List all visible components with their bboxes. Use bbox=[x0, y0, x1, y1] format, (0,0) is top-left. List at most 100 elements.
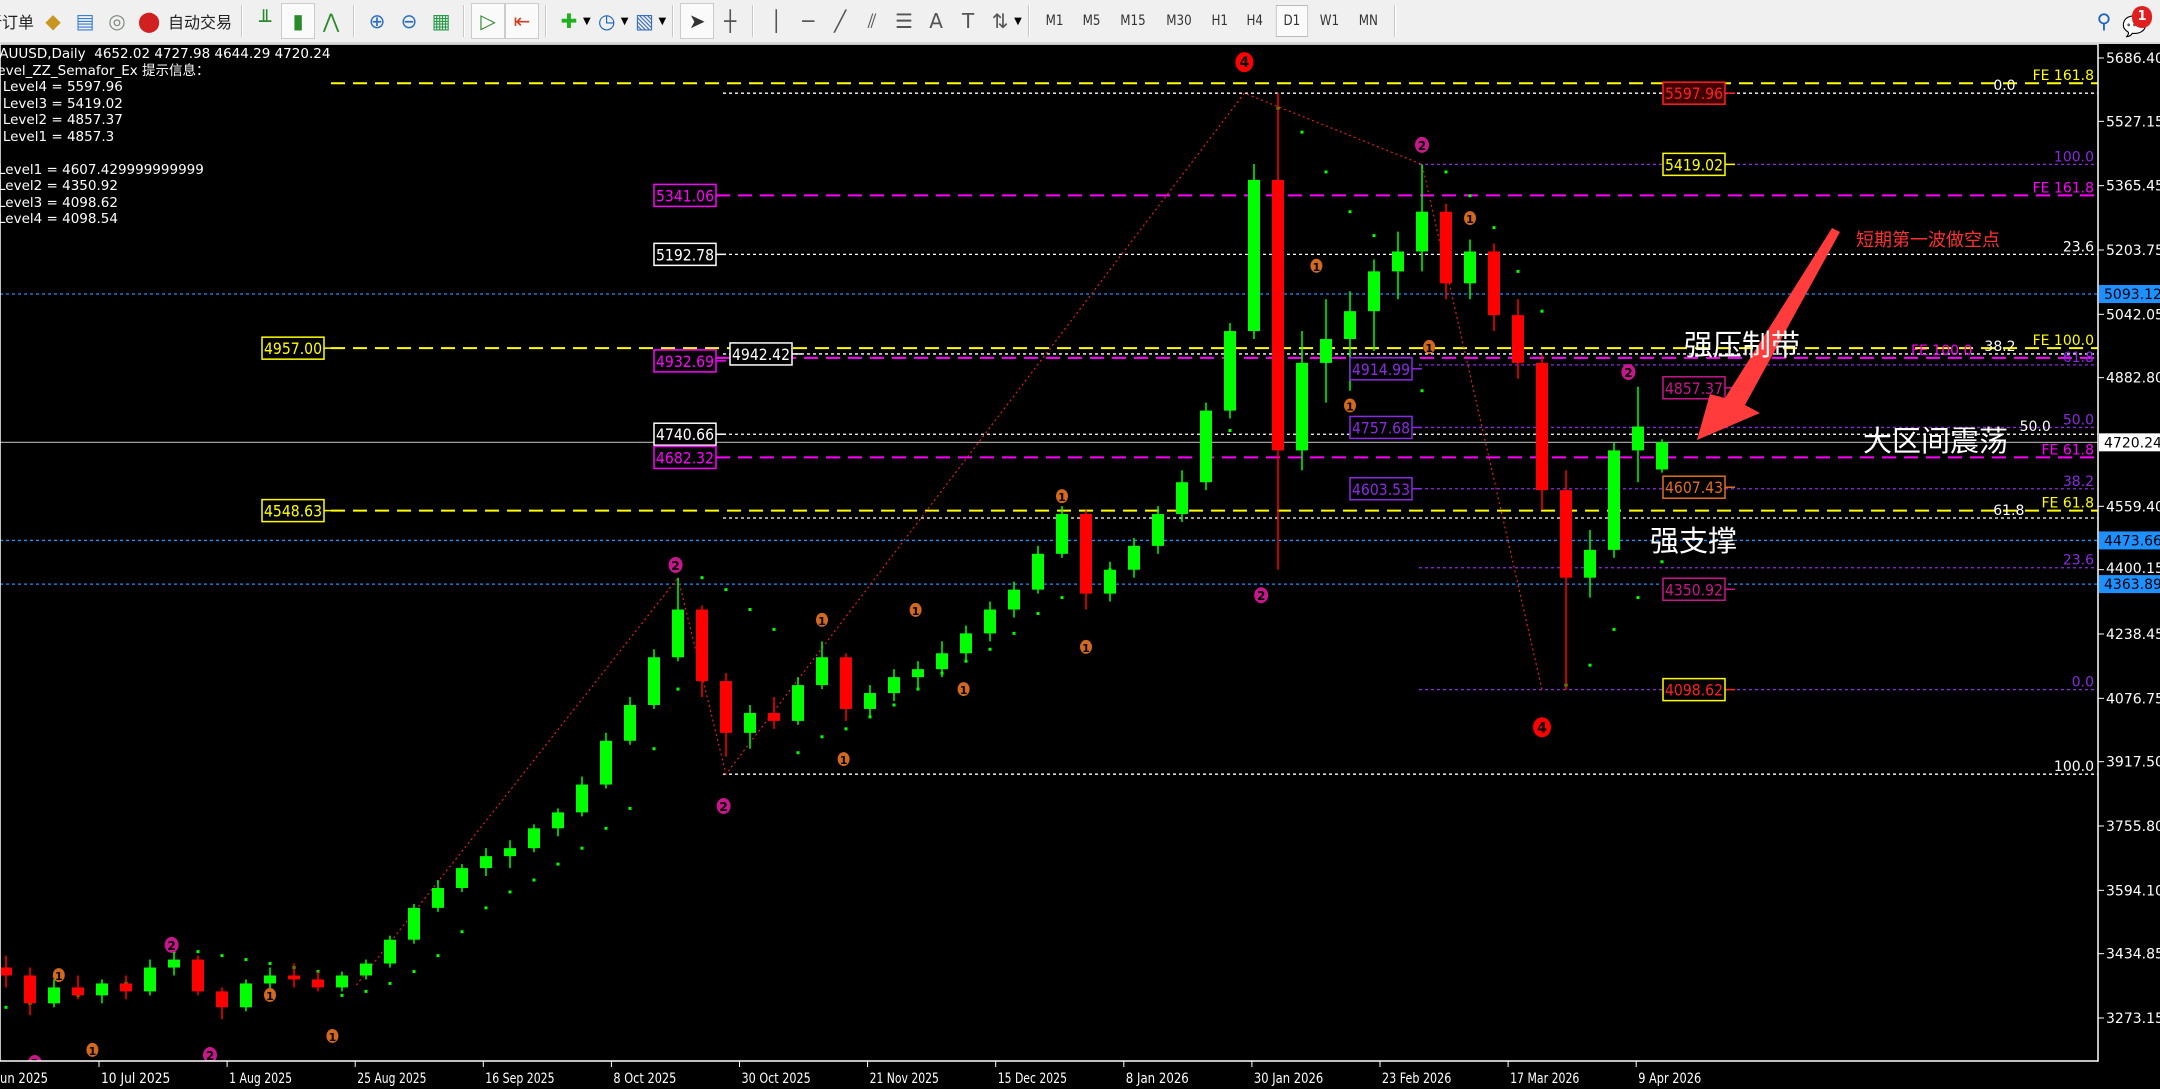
semafor-marker bbox=[326, 1028, 339, 1043]
price-axis-label: 4400.15 bbox=[2106, 561, 2160, 577]
bear-candle bbox=[120, 983, 132, 992]
arrow-annotation bbox=[1697, 228, 1840, 440]
price-label: 4548.63 bbox=[264, 502, 322, 521]
bear-candle bbox=[1080, 514, 1092, 594]
info-line: ' Level1 = 4607.429999999999 bbox=[0, 161, 204, 178]
price-badge-label: 5093.12 bbox=[2104, 287, 2160, 303]
info-line: n Level3 = 5419.02 bbox=[0, 95, 123, 112]
semafor-marker bbox=[1344, 398, 1356, 413]
chart-shift-icon[interactable]: ⇤ bbox=[505, 3, 540, 39]
price-label-box bbox=[1662, 376, 1726, 400]
templates-icon[interactable]: ▧ bbox=[634, 9, 654, 33]
bar-chart-icon[interactable]: ╨ bbox=[259, 9, 272, 33]
bull-candle bbox=[912, 669, 924, 678]
sar-dot bbox=[1420, 389, 1424, 393]
timeframe-h1[interactable]: H1 bbox=[1211, 13, 1228, 29]
chevron-down-icon[interactable]: ▼ bbox=[658, 15, 667, 27]
crosshair-icon[interactable]: ┼ bbox=[724, 9, 737, 33]
trendline-icon[interactable]: ╱ bbox=[834, 9, 847, 33]
timeframe-m30[interactable]: M30 bbox=[1165, 13, 1192, 29]
data-window-icon[interactable]: ▤ bbox=[75, 9, 95, 33]
search-icon[interactable]: ⚲ bbox=[2096, 9, 2112, 33]
bear-candle bbox=[840, 657, 852, 709]
sar-dot bbox=[412, 970, 416, 974]
zoom-out-icon[interactable]: ⊖ bbox=[400, 9, 418, 33]
price-label: 5341.06 bbox=[656, 186, 714, 205]
date-axis-label: 17 Mar 2026 bbox=[1510, 1071, 1579, 1087]
level-label: 23.6 bbox=[2063, 553, 2094, 569]
navigator-icon[interactable]: ◎ bbox=[108, 9, 126, 33]
level-label: FE 61.8 bbox=[2041, 442, 2094, 458]
level-label: 38.2 bbox=[1984, 339, 2015, 355]
timeframe-mn[interactable]: MN bbox=[1358, 13, 1378, 29]
timeframe-w1[interactable]: W1 bbox=[1319, 13, 1340, 29]
semafor-marker bbox=[816, 612, 828, 627]
bull-candle bbox=[1320, 339, 1332, 363]
sar-dot bbox=[1036, 611, 1040, 615]
indicators-icon[interactable]: ✚ bbox=[560, 9, 578, 33]
timeframe-m1[interactable]: M1 bbox=[1045, 13, 1064, 29]
text-icon[interactable]: A bbox=[929, 9, 943, 33]
price-axis-label: 3594.10 bbox=[2106, 883, 2160, 899]
timeframe-m15[interactable]: M15 bbox=[1120, 13, 1146, 29]
semafor-level: 2 bbox=[167, 939, 175, 953]
timeframe-h4[interactable]: H4 bbox=[1246, 13, 1264, 29]
sar-dot bbox=[580, 846, 584, 850]
timeframe-d1[interactable]: D1 bbox=[1275, 5, 1308, 37]
toolbar-divider bbox=[1393, 5, 1396, 37]
price-axis-label: 4076.75 bbox=[2106, 691, 2160, 707]
market-watch-icon[interactable]: ◆ bbox=[45, 9, 61, 33]
new-order-button[interactable]: 新订单 bbox=[0, 4, 34, 38]
price-label-box bbox=[653, 445, 717, 470]
price-axis-label: 5527.15 bbox=[2106, 114, 2160, 130]
tile-windows-icon[interactable]: ▦ bbox=[431, 9, 451, 33]
equidistant-channel-icon[interactable]: ⫽ bbox=[867, 9, 877, 33]
semafor-marker bbox=[957, 682, 970, 697]
bull-candle bbox=[1248, 179, 1260, 332]
price-label: 5597.96 bbox=[1665, 84, 1723, 103]
arrows-icon[interactable]: ⇅ bbox=[991, 9, 1009, 33]
bull-candle bbox=[1176, 482, 1188, 515]
horizontal-line-icon[interactable]: ─ bbox=[802, 9, 815, 33]
cursor-icon[interactable]: ➤ bbox=[680, 3, 715, 39]
price-label-box bbox=[653, 183, 717, 208]
semafor-marker bbox=[837, 752, 850, 767]
auto-scroll-icon[interactable]: ▷ bbox=[471, 3, 506, 39]
chevron-down-icon[interactable]: ▼ bbox=[583, 15, 591, 27]
fibonacci-icon[interactable]: ☰ bbox=[895, 9, 914, 33]
price-label: 4932.69 bbox=[656, 352, 714, 371]
price-label: 4607.43 bbox=[1665, 478, 1723, 497]
auto-trading-button[interactable]: 自动交易 bbox=[168, 4, 232, 38]
candlestick-icon[interactable]: ▮ bbox=[281, 3, 316, 39]
price-label-box bbox=[1662, 677, 1726, 702]
auto-trading-icon[interactable]: ⬤ bbox=[137, 9, 161, 33]
vertical-line-icon[interactable]: │ bbox=[770, 9, 783, 33]
chevron-down-icon[interactable]: ▼ bbox=[1014, 15, 1022, 27]
bull-candle bbox=[1152, 514, 1164, 546]
semafor-marker bbox=[1464, 211, 1476, 226]
price-badge bbox=[2099, 285, 2160, 304]
bear-candle bbox=[216, 991, 228, 1008]
bull-candle bbox=[816, 657, 828, 686]
semafor-level: 1 bbox=[818, 615, 826, 628]
sar-dot bbox=[196, 950, 200, 954]
semafor-marker bbox=[164, 936, 179, 953]
info-line: XAUUSD,Daily 4652.02 4727.98 4644.29 472… bbox=[0, 46, 331, 62]
zoom-in-icon[interactable]: ⊕ bbox=[368, 9, 386, 33]
sar-dot bbox=[628, 806, 632, 810]
bull-candle bbox=[1392, 251, 1404, 272]
bull-candle bbox=[576, 784, 588, 813]
date-axis-label: 30 Jan 2026 bbox=[1254, 1071, 1323, 1087]
semafor-level: 1 bbox=[840, 754, 848, 767]
periods-clock-icon[interactable]: ◷ bbox=[598, 9, 616, 33]
date-axis-label: 21 Nov 2025 bbox=[870, 1071, 939, 1087]
price-label: 4098.62 bbox=[1665, 681, 1723, 700]
date-axis-label: 15 Dec 2025 bbox=[998, 1071, 1067, 1087]
bear-candle bbox=[1272, 179, 1284, 451]
line-chart-icon[interactable]: ⋀ bbox=[322, 9, 340, 33]
timeframe-m5[interactable]: M5 bbox=[1082, 13, 1101, 29]
text-label-icon[interactable]: T bbox=[962, 9, 975, 33]
chevron-down-icon[interactable]: ▼ bbox=[620, 15, 629, 27]
notifications-button[interactable]: 💬 1 bbox=[2120, 4, 2154, 38]
